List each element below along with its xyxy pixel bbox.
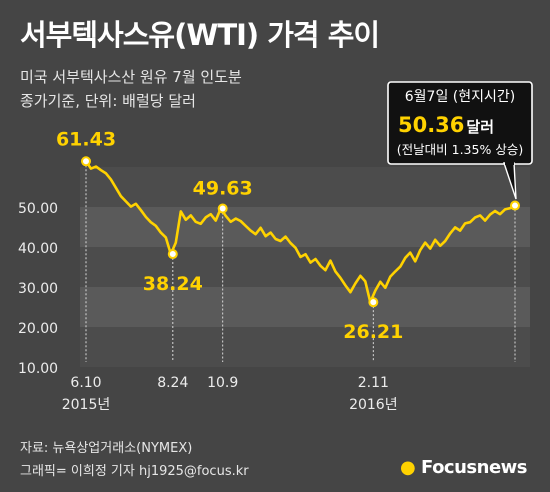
y-tick-label: 50.00: [18, 201, 58, 217]
annotation-label: 38.24: [143, 273, 203, 295]
y-tick-label: 20.00: [18, 321, 58, 337]
x-tick-label: 6.10: [70, 375, 101, 391]
callout-unit: 달러: [466, 118, 494, 136]
y-tick-label: 40.00: [18, 241, 58, 257]
callout-value: 50.36: [398, 113, 464, 137]
chart-title: 서부텍사스유(WTI) 가격 추이: [20, 18, 380, 52]
graphic-credit: 그래픽= 이희정 기자 hj1925@focus.kr: [20, 464, 249, 479]
callout-date: 6월7일 (현지시간): [405, 89, 515, 105]
band-20: [80, 287, 530, 327]
annotation-label: 26.21: [343, 321, 403, 343]
x-tick-label: 10.9: [207, 375, 238, 391]
source-note: 자료: 뉴욕상업거래소(NYMEX): [20, 441, 193, 456]
x-tick-labels: 6.10 2015년 8.24 10.9 2.11 2016년: [62, 375, 398, 413]
point-marker: [81, 156, 91, 167]
y-tick-label: 10.00: [18, 361, 58, 377]
series-line: [84, 160, 517, 304]
x-year-label: 2016년: [349, 397, 398, 413]
point-marker: [368, 297, 379, 308]
point-marker: [510, 200, 520, 211]
focusnews-logo: ● Focusnews: [400, 457, 528, 478]
logo-text: Focusnews: [421, 457, 528, 478]
callout-change: (전날대비 1.35% 상승): [397, 142, 523, 157]
y-tick-labels: 10.00 20.00 30.00 40.00 50.00: [18, 201, 58, 377]
annotation-label: 49.63: [193, 177, 253, 199]
x-tick-label: 2.11: [358, 375, 389, 391]
callout-box: [387, 81, 533, 165]
point-marker: [167, 249, 178, 260]
guide-lines: [85, 165, 516, 362]
x-year-label: 2015년: [62, 397, 111, 413]
band-50: [80, 167, 530, 207]
annotation-labels: 61.43 38.24 49.63 26.21: [56, 128, 403, 343]
chart-subtitle-line1: 미국 서부텍사스산 원유 7월 인도분: [20, 68, 242, 86]
chart-bands: [80, 167, 530, 367]
band-10: [80, 327, 530, 367]
annotation-label: 61.43: [56, 128, 116, 150]
callout: 6월7일 (현지시간) 50.36 달러 (전날대비 1.35% 상승): [387, 81, 533, 200]
x-tick-label: 8.24: [157, 375, 188, 391]
markers: [81, 156, 520, 308]
y-tick-label: 30.00: [18, 281, 58, 297]
point-marker: [217, 203, 228, 214]
chart-subtitle-line2: 종가기준, 단위: 배럴당 달러: [20, 92, 196, 110]
